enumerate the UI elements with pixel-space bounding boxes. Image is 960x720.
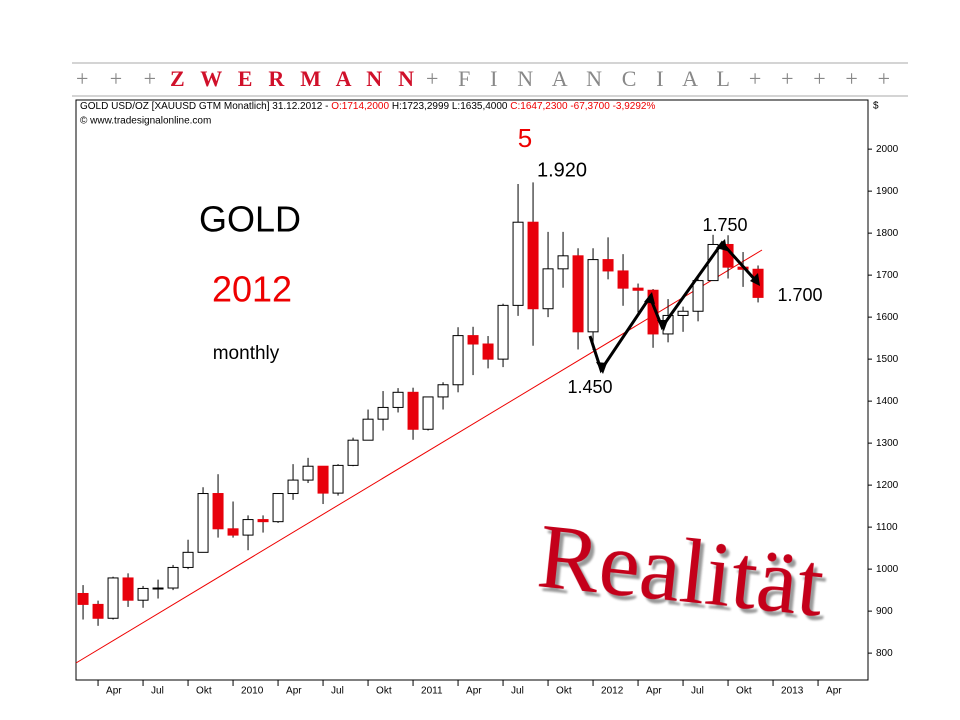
x-tick-label: Okt xyxy=(196,686,212,697)
info-symbol: GOLD USD/OZ [XAUUSD GTM Monatlich] 31.12… xyxy=(80,101,328,112)
candle-body xyxy=(467,335,479,345)
info-hl: H:1723,2999 L:1635,4000 xyxy=(392,101,508,112)
candle-body xyxy=(587,259,599,333)
x-tick-label: 2010 xyxy=(241,686,264,697)
candle-body xyxy=(227,528,239,536)
candle-body xyxy=(77,592,89,605)
x-tick-label: Jul xyxy=(511,686,524,697)
candle-body xyxy=(452,335,464,386)
plot-frame xyxy=(75,99,869,681)
candle-body xyxy=(647,289,659,335)
candle-body xyxy=(242,519,254,536)
y-tick-label: 2000 xyxy=(876,144,899,155)
info-open: O:1714,2000 xyxy=(331,101,389,112)
candle-body xyxy=(167,566,179,589)
candle-body xyxy=(527,221,539,310)
candle-body xyxy=(197,493,209,553)
header-right: + F I N A N C I A L + + + + + xyxy=(426,66,890,91)
y-tick-label: 1700 xyxy=(876,270,899,281)
x-tick-label: Apr xyxy=(106,686,122,697)
x-tick-label: Okt xyxy=(736,686,752,697)
x-tick-label: Okt xyxy=(556,686,572,697)
candle-body xyxy=(677,310,689,316)
candle-body xyxy=(92,603,104,619)
candle-body xyxy=(362,418,374,441)
y-axis-label: $ xyxy=(873,101,879,112)
candle-body xyxy=(107,577,119,619)
y-tick-label: 800 xyxy=(876,648,893,659)
x-tick-label: Apr xyxy=(646,686,662,697)
candle-body xyxy=(632,287,644,291)
candle-body xyxy=(182,551,194,568)
arrow-head xyxy=(644,292,655,304)
candle-body xyxy=(437,384,449,398)
stamp: Realität xyxy=(533,504,829,635)
asset-label: GOLD xyxy=(199,199,301,240)
candle-body xyxy=(407,391,419,430)
annotation: 1.750 xyxy=(702,215,747,235)
y-tick-label: 1100 xyxy=(876,522,898,533)
y-tick-label: 1400 xyxy=(876,396,899,407)
candle-body xyxy=(497,304,509,360)
x-tick-label: Jul xyxy=(151,686,164,697)
x-tick-label: Okt xyxy=(376,686,392,697)
candle-body xyxy=(302,465,314,481)
candle-body xyxy=(377,406,389,420)
y-tick-label: 1800 xyxy=(876,228,899,239)
arrow-head xyxy=(596,362,607,374)
header-left: + + + xyxy=(76,66,156,91)
x-tick-label: Apr xyxy=(286,686,302,697)
candle-body xyxy=(317,465,329,494)
candle-body xyxy=(152,587,164,590)
y-tick-label: 1200 xyxy=(876,480,899,491)
y-tick-label: 900 xyxy=(876,606,893,617)
candle-body xyxy=(332,464,344,494)
candle-body xyxy=(422,396,434,430)
info-symbol: GOLD USD/OZ [XAUUSD GTM Monatlich] 31.12… xyxy=(80,101,655,112)
candle-body xyxy=(122,577,134,601)
candle-body xyxy=(602,259,614,272)
year-label: 2012 xyxy=(212,269,292,310)
y-tick-label: 1600 xyxy=(876,312,899,323)
candle-body xyxy=(347,439,359,466)
y-tick-label: 1300 xyxy=(876,438,899,449)
candle-body xyxy=(137,587,149,601)
info-source: © www.tradesignalonline.com xyxy=(80,116,211,127)
annotation: 1.700 xyxy=(777,285,822,305)
wave-label: 5 xyxy=(518,123,532,153)
candle-body xyxy=(212,493,224,530)
candle-body xyxy=(272,493,284,523)
candle-body xyxy=(482,343,494,360)
y-tick-label: 1900 xyxy=(876,186,899,197)
arrow-head xyxy=(750,273,760,286)
candle-body xyxy=(572,255,584,333)
x-tick-label: 2013 xyxy=(781,686,804,697)
candle-body xyxy=(617,270,629,289)
info-close: C:1647,2300 -67,3700 -3,9292% xyxy=(510,101,655,112)
y-tick-label: 1000 xyxy=(876,564,899,575)
x-tick-label: Apr xyxy=(466,686,482,697)
period-label: monthly xyxy=(213,343,280,364)
header-brand: Z W E R M A N N xyxy=(170,66,414,91)
x-tick-label: Jul xyxy=(331,686,344,697)
x-tick-label: 2011 xyxy=(421,686,443,697)
y-tick-label: 1500 xyxy=(876,354,899,365)
annotation: 1.450 xyxy=(567,377,612,397)
x-tick-label: Apr xyxy=(826,686,842,697)
x-tick-label: Jul xyxy=(691,686,704,697)
arrow-head xyxy=(657,320,668,331)
annotation: 1.920 xyxy=(537,159,587,181)
candle-body xyxy=(257,519,269,523)
x-tick-label: 2012 xyxy=(601,686,624,697)
arrow-head xyxy=(716,239,727,251)
candle-body xyxy=(557,255,569,270)
candle-body xyxy=(512,221,524,306)
candle-body xyxy=(692,280,704,312)
candle-body xyxy=(287,479,299,495)
candle-body xyxy=(542,268,554,310)
candle-body xyxy=(392,391,404,408)
